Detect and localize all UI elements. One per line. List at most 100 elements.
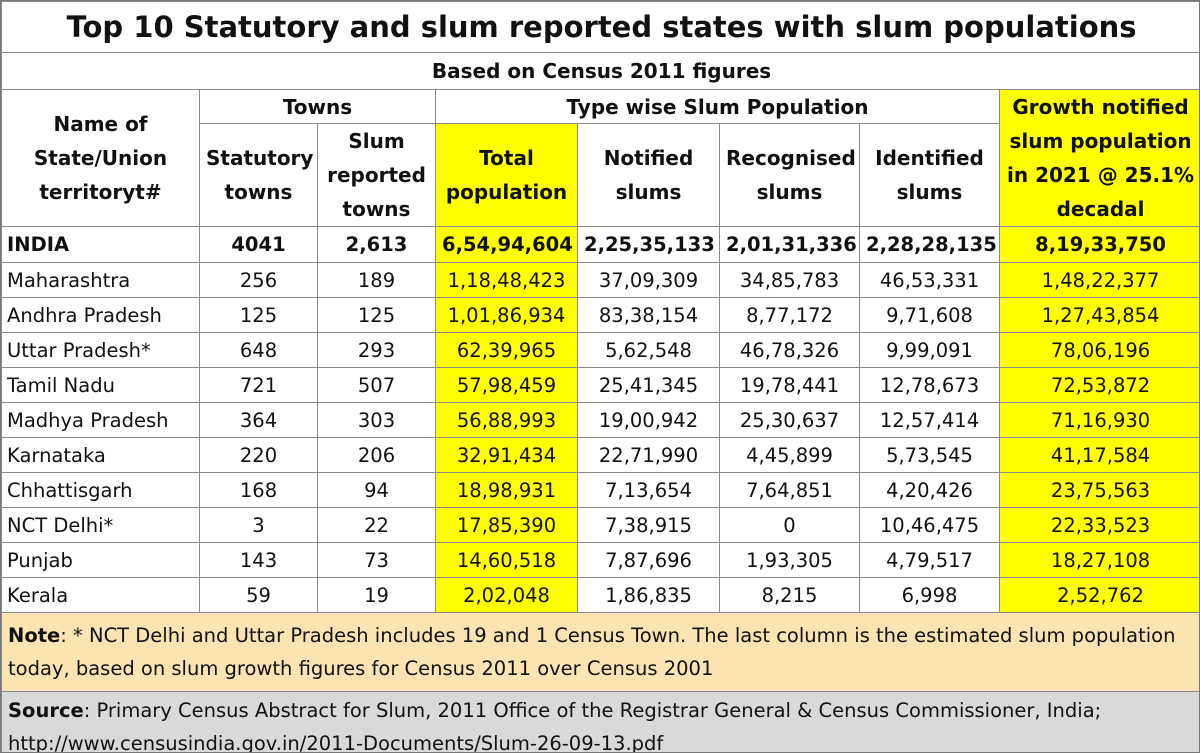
india-notified: 2,25,35,133 <box>577 226 720 263</box>
india-growth: 8,19,33,750 <box>998 226 1199 263</box>
india-identified: 2,28,28,135 <box>859 226 1000 263</box>
india-total: 6,54,94,604 <box>435 226 578 263</box>
notified-slums-cell: 5,62,548 <box>577 332 720 368</box>
state-name: Punjab <box>1 542 200 578</box>
statutory-towns-cell: 220 <box>199 437 318 473</box>
note-box: Note: * NCT Delhi and Uttar Pradesh incl… <box>1 612 1199 692</box>
total-population-cell: 56,88,993 <box>435 402 578 438</box>
recognised-slums-cell: 8,215 <box>719 577 860 613</box>
source-text: : Primary Census Abstract for Slum, 2011… <box>8 699 1102 753</box>
table-row: Chhattisgarh 168 94 18,98,931 7,13,654 7… <box>1 472 1199 508</box>
note-label: Note <box>8 624 61 647</box>
note-text: : * NCT Delhi and Uttar Pradesh includes… <box>8 624 1176 680</box>
recognised-slums-cell: 34,85,783 <box>719 262 860 298</box>
source-box: Source: Primary Census Abstract for Slum… <box>1 691 1199 753</box>
recognised-slums-cell: 1,93,305 <box>719 542 860 578</box>
total-population-cell: 1,01,86,934 <box>435 297 578 333</box>
growth-2021-cell: 78,06,196 <box>998 332 1199 368</box>
state-name: Chhattisgarh <box>1 472 200 508</box>
notified-slums-cell: 7,87,696 <box>577 542 720 578</box>
total-population-cell: 1,18,48,423 <box>435 262 578 298</box>
header-identified-slums: Identified slums <box>859 123 1000 227</box>
growth-2021-cell: 22,33,523 <box>998 507 1199 543</box>
state-name: Kerala <box>1 577 200 613</box>
state-name: Madhya Pradesh <box>1 402 200 438</box>
state-name: Karnataka <box>1 437 200 473</box>
slum-reported-towns-cell: 293 <box>317 332 436 368</box>
slum-reported-towns-cell: 206 <box>317 437 436 473</box>
table-title: Top 10 Statutory and slum reported state… <box>1 1 1199 53</box>
slum-reported-towns-cell: 73 <box>317 542 436 578</box>
notified-slums-cell: 1,86,835 <box>577 577 720 613</box>
total-population-cell: 2,02,048 <box>435 577 578 613</box>
identified-slums-cell: 12,57,414 <box>859 402 1000 438</box>
total-population-cell: 14,60,518 <box>435 542 578 578</box>
identified-slums-cell: 4,79,517 <box>859 542 1000 578</box>
statutory-towns-cell: 721 <box>199 367 318 403</box>
slum-reported-towns-cell: 303 <box>317 402 436 438</box>
header-total-population: Total population <box>435 123 578 227</box>
table-row: Maharashtra 256 189 1,18,48,423 37,09,30… <box>1 262 1199 298</box>
table-row: Uttar Pradesh* 648 293 62,39,965 5,62,54… <box>1 332 1199 368</box>
source-label: Source <box>8 699 84 722</box>
slum-reported-towns-cell: 22 <box>317 507 436 543</box>
statutory-towns-cell: 3 <box>199 507 318 543</box>
statutory-towns-cell: 125 <box>199 297 318 333</box>
identified-slums-cell: 6,998 <box>859 577 1000 613</box>
identified-slums-cell: 9,71,608 <box>859 297 1000 333</box>
total-population-cell: 17,85,390 <box>435 507 578 543</box>
header-statutory-towns: Statutory towns <box>199 123 318 227</box>
state-name: Maharashtra <box>1 262 200 298</box>
india-statutory: 4041 <box>199 226 318 263</box>
slum-reported-towns-cell: 507 <box>317 367 436 403</box>
growth-2021-cell: 23,75,563 <box>998 472 1199 508</box>
india-name: INDIA <box>1 226 200 263</box>
statutory-towns-cell: 143 <box>199 542 318 578</box>
recognised-slums-cell: 0 <box>719 507 860 543</box>
notified-slums-cell: 25,41,345 <box>577 367 720 403</box>
table-row: Tamil Nadu 721 507 57,98,459 25,41,345 1… <box>1 367 1199 403</box>
india-slum-reported: 2,613 <box>317 226 436 263</box>
total-population-cell: 18,98,931 <box>435 472 578 508</box>
recognised-slums-cell: 19,78,441 <box>719 367 860 403</box>
growth-2021-cell: 72,53,872 <box>998 367 1199 403</box>
statutory-towns-cell: 256 <box>199 262 318 298</box>
identified-slums-cell: 10,46,475 <box>859 507 1000 543</box>
identified-slums-cell: 5,73,545 <box>859 437 1000 473</box>
table-row: Punjab 143 73 14,60,518 7,87,696 1,93,30… <box>1 542 1199 578</box>
india-total-row: INDIA 4041 2,613 6,54,94,604 2,25,35,133… <box>1 226 1199 263</box>
india-recognised: 2,01,31,336 <box>719 226 860 263</box>
header-type-wise-group: Type wise Slum Population <box>435 89 1000 124</box>
recognised-slums-cell: 46,78,326 <box>719 332 860 368</box>
table-row: NCT Delhi* 3 22 17,85,390 7,38,915 0 10,… <box>1 507 1199 543</box>
notified-slums-cell: 19,00,942 <box>577 402 720 438</box>
statutory-towns-cell: 59 <box>199 577 318 613</box>
total-population-cell: 62,39,965 <box>435 332 578 368</box>
growth-2021-cell: 2,52,762 <box>998 577 1199 613</box>
notified-slums-cell: 7,13,654 <box>577 472 720 508</box>
total-population-cell: 32,91,434 <box>435 437 578 473</box>
table-row: Kerala 59 19 2,02,048 1,86,835 8,215 6,9… <box>1 577 1199 613</box>
table-row: Andhra Pradesh 125 125 1,01,86,934 83,38… <box>1 297 1199 333</box>
header-towns-group: Towns <box>199 89 436 124</box>
slum-reported-towns-cell: 19 <box>317 577 436 613</box>
slum-reported-towns-cell: 125 <box>317 297 436 333</box>
statutory-towns-cell: 364 <box>199 402 318 438</box>
identified-slums-cell: 9,99,091 <box>859 332 1000 368</box>
state-name: Uttar Pradesh* <box>1 332 200 368</box>
table-subtitle: Based on Census 2011 figures <box>1 52 1199 90</box>
identified-slums-cell: 12,78,673 <box>859 367 1000 403</box>
notified-slums-cell: 37,09,309 <box>577 262 720 298</box>
notified-slums-cell: 83,38,154 <box>577 297 720 333</box>
notified-slums-cell: 22,71,990 <box>577 437 720 473</box>
state-name: NCT Delhi* <box>1 507 200 543</box>
table-row: Karnataka 220 206 32,91,434 22,71,990 4,… <box>1 437 1199 473</box>
slum-reported-towns-cell: 94 <box>317 472 436 508</box>
recognised-slums-cell: 4,45,899 <box>719 437 860 473</box>
slum-reported-towns-cell: 189 <box>317 262 436 298</box>
growth-2021-cell: 1,48,22,377 <box>998 262 1199 298</box>
table-row: Madhya Pradesh 364 303 56,88,993 19,00,9… <box>1 402 1199 438</box>
header-state-name: Name of State/Union territoryt# <box>1 89 200 227</box>
growth-2021-cell: 1,27,43,854 <box>998 297 1199 333</box>
